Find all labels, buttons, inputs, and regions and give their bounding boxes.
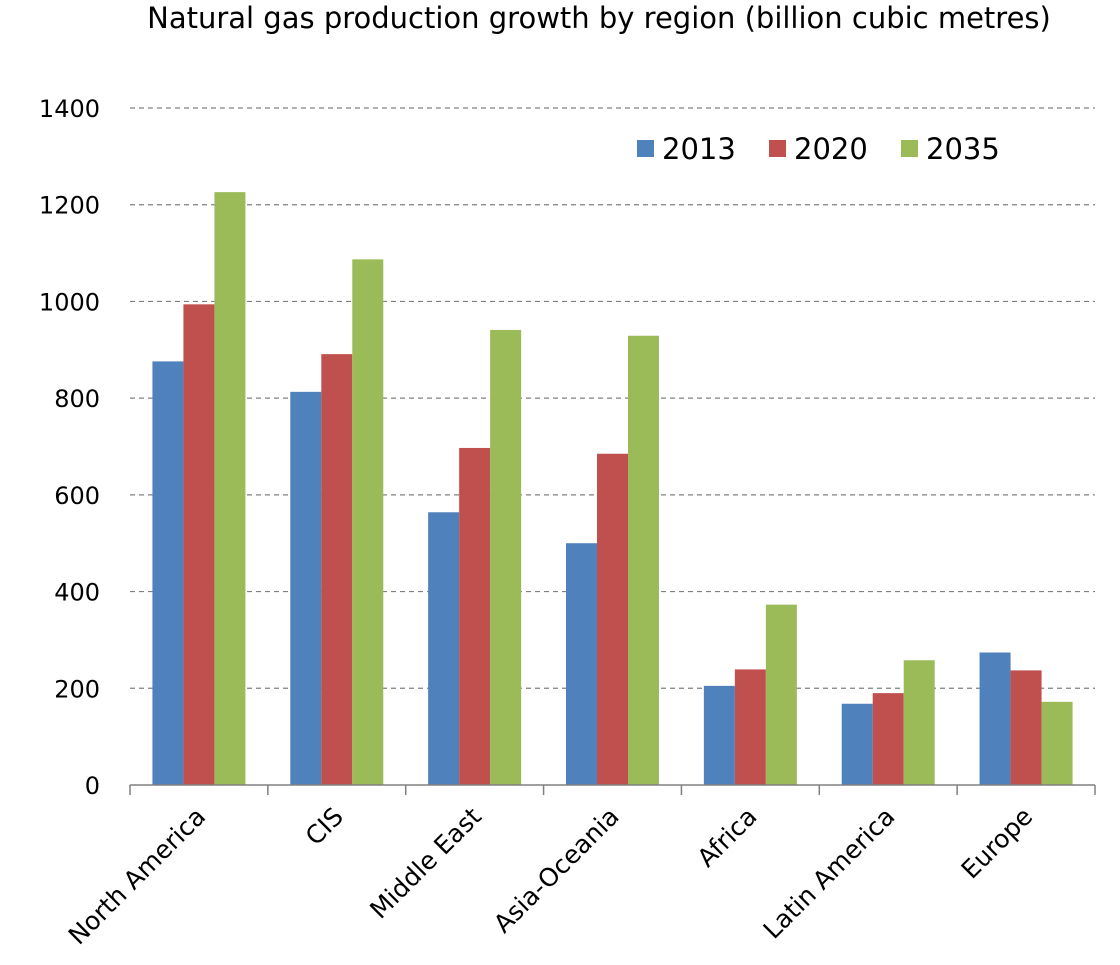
x-tick-label: Asia-Oceania (488, 802, 625, 939)
bar-2035 (490, 329, 522, 785)
bar-2035 (628, 335, 659, 785)
legend-label-2035: 2035 (926, 132, 1000, 166)
y-tick-label: 0 (85, 772, 100, 800)
legend-swatch-2020 (769, 140, 786, 157)
x-tick-label: Europe (956, 802, 1039, 885)
x-tick-label: Africa (692, 802, 763, 873)
bar-2013 (841, 703, 873, 785)
bar-2035 (903, 660, 935, 785)
x-tick-label: North America (63, 802, 211, 950)
bar-2020 (734, 669, 766, 785)
y-tick-label: 1000 (39, 288, 100, 316)
bar-2020 (321, 354, 353, 785)
bar-2020 (597, 453, 628, 785)
legend: 2013 2020 2035 (637, 132, 1000, 166)
bar-2013 (152, 361, 184, 785)
bar-2020 (1010, 670, 1042, 785)
bar-2013 (703, 685, 735, 785)
x-tick-label: CIS (300, 802, 349, 851)
y-tick-label: 400 (54, 579, 100, 607)
y-tick-label: 200 (54, 675, 100, 703)
bar-2013 (566, 543, 597, 785)
y-tick-label: 800 (54, 385, 100, 413)
y-tick-label: 1400 (39, 95, 100, 123)
chart-title: Natural gas production growth by region … (147, 1, 1051, 35)
y-tick-label: 1200 (39, 192, 100, 220)
bar-2013 (979, 652, 1011, 785)
bar-2020 (459, 447, 491, 785)
y-tick-label: 600 (54, 482, 100, 510)
bar-2013 (290, 391, 322, 785)
legend-swatch-2035 (901, 140, 918, 157)
legend-label-2013: 2013 (662, 132, 736, 166)
bars (152, 192, 1073, 786)
x-tick-label: Middle East (364, 802, 487, 925)
bar-2020 (872, 693, 904, 785)
bar-2020 (183, 304, 215, 785)
bar-2035 (214, 192, 246, 786)
bar-2035 (1041, 701, 1073, 785)
bar-2013 (428, 512, 460, 785)
bar-2035 (765, 604, 797, 785)
bar-2035 (352, 259, 384, 785)
x-tick-label: Latin America (758, 802, 901, 945)
legend-label-2020: 2020 (794, 132, 868, 166)
legend-swatch-2013 (637, 140, 654, 157)
